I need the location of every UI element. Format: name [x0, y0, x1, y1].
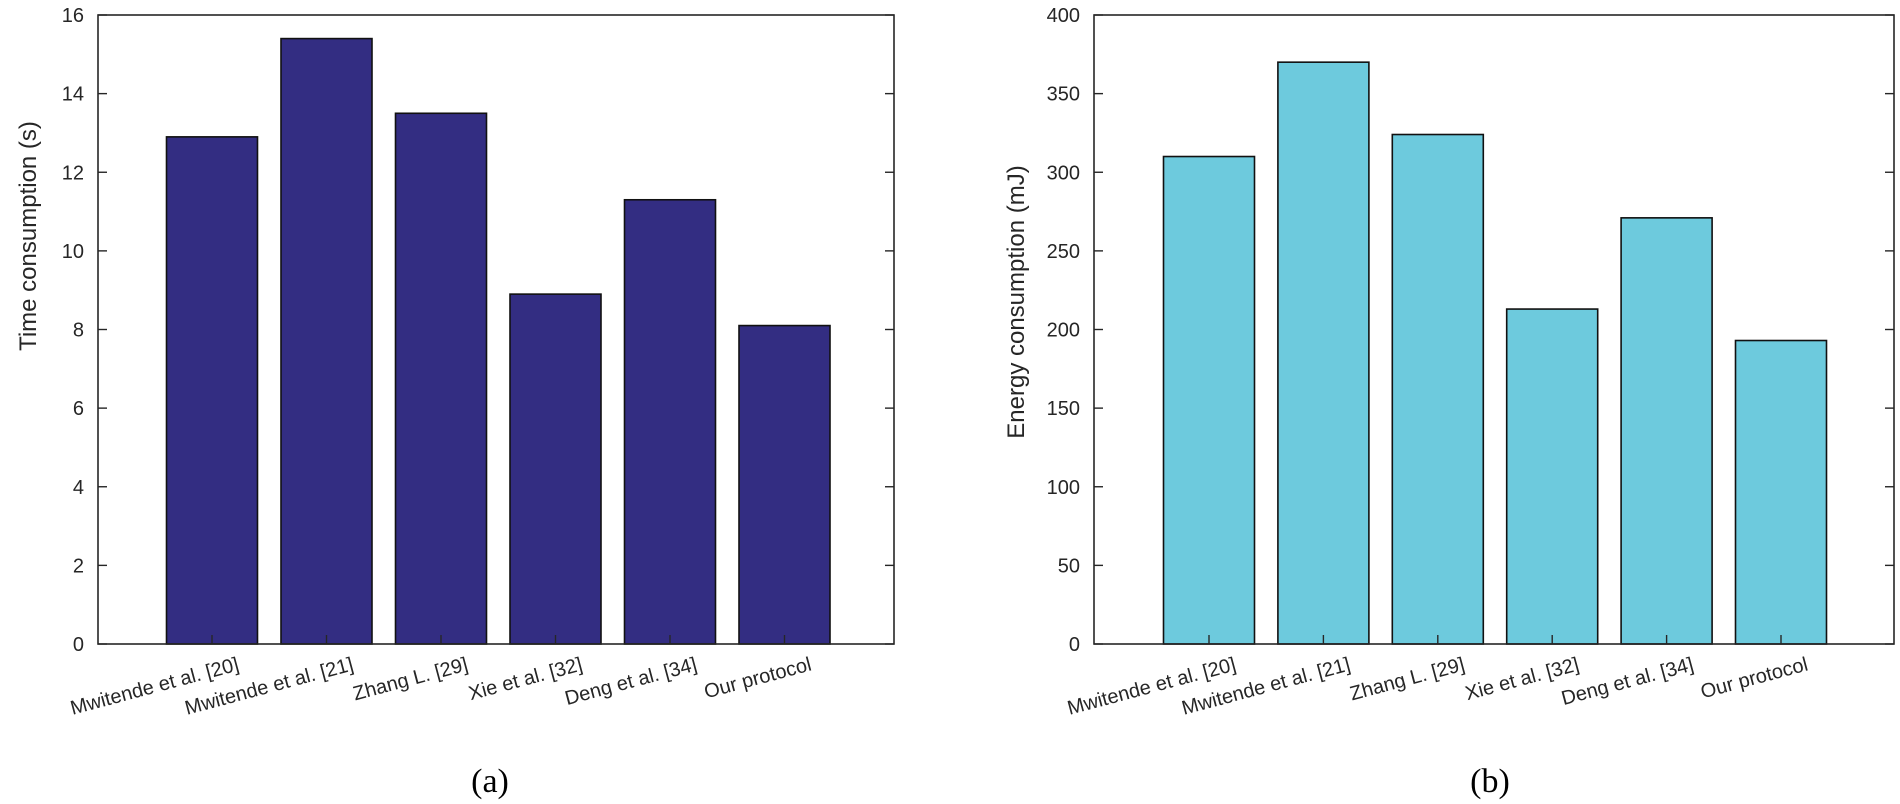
x-tick-label: Deng et al. [34]	[563, 654, 700, 710]
bar	[1620, 217, 1713, 645]
bar	[623, 198, 717, 645]
panel-label: (b)	[1470, 763, 1510, 800]
y-tick-label: 0	[73, 634, 84, 656]
bar	[165, 136, 259, 645]
x-tick-label: Zhang L. [29]	[1348, 654, 1468, 706]
bar	[280, 37, 373, 645]
x-axis-tick-labels: Mwitende et al. [20]Mwitende et al. [21]…	[68, 635, 814, 720]
bar	[1734, 339, 1828, 645]
y-tick-label: 2	[73, 555, 84, 577]
x-tick-label: Our protocol	[702, 654, 814, 704]
panel-label: (a)	[471, 763, 509, 800]
y-tick-label: 6	[73, 398, 84, 420]
bar	[394, 112, 488, 645]
y-tick-label: 250	[1047, 241, 1080, 263]
y-tick-label: 8	[73, 320, 84, 342]
y-tick-label: 0	[1069, 634, 1080, 656]
bar	[1505, 308, 1599, 645]
y-tick-label: 12	[62, 162, 84, 184]
y-tick-label: 16	[62, 5, 84, 27]
bar	[1277, 61, 1370, 645]
x-tick-label: Deng et al. [34]	[1559, 654, 1696, 710]
bars	[1162, 61, 1828, 645]
y-tick-label: 300	[1047, 162, 1080, 184]
bar	[1391, 133, 1485, 645]
y-tick-label: 350	[1047, 84, 1080, 106]
y-axis-ticks: 0 50 100 150 200 250 300 350 400	[1047, 5, 1894, 656]
y-tick-label: 200	[1047, 320, 1080, 342]
plot-frame	[1093, 14, 1895, 645]
y-tick-label: 4	[73, 477, 84, 499]
y-tick-label: 50	[1058, 555, 1080, 577]
bar	[1162, 155, 1256, 645]
bar	[738, 324, 831, 645]
x-axis-tick-labels: Mwitende et al. [20]Mwitende et al. [21]…	[1065, 635, 1810, 720]
y-axis-label: Time consumption (s)	[15, 121, 42, 351]
y-tick-label: 100	[1047, 477, 1080, 499]
plot-frame	[97, 14, 895, 645]
bar	[509, 293, 602, 645]
x-tick-label: Our protocol	[1698, 654, 1810, 704]
chart-time-consumption: Time consumption (s) 0 2 4 6 8 10 12 14 16 Mwite…	[15, 5, 895, 800]
y-tick-label: 150	[1047, 398, 1080, 420]
bars	[165, 37, 831, 645]
y-tick-label: 400	[1047, 5, 1080, 27]
y-tick-label: 14	[62, 84, 84, 106]
chart-energy-consumption: Energy consumption (mJ) 0 50 100 150 200 250 3…	[1003, 5, 1895, 800]
y-tick-label: 10	[62, 241, 84, 263]
y-axis-label: Energy consumption (mJ)	[1003, 165, 1030, 438]
x-tick-label: Zhang L. [29]	[351, 654, 471, 706]
